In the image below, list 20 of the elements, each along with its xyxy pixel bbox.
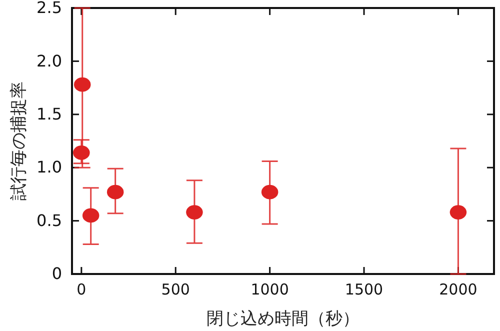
y-tick-label: 0.5 [36, 210, 62, 230]
y-tick-label: 0 [52, 264, 62, 284]
point [82, 208, 100, 223]
x-tick-label: 500 [161, 280, 190, 299]
point [186, 205, 203, 220]
y-tick-label: 1.5 [36, 104, 62, 124]
x-tick-label: 1500 [344, 280, 384, 299]
point [74, 77, 91, 92]
y-axis-title: 試行毎の捕捉率 [9, 82, 29, 200]
y-tick-label: 2.5 [36, 0, 62, 18]
x-axis-title: 閉じ込め時間（秒） [206, 309, 360, 329]
x-tick-label: 1000 [250, 280, 289, 299]
y-tick-label: 2.0 [36, 51, 62, 70]
point [450, 205, 467, 220]
point [73, 146, 90, 160]
x-tick-label: 2000 [439, 280, 478, 299]
y-tick-label: 1.0 [36, 158, 62, 177]
point [106, 184, 124, 200]
x-tick-label: 0 [76, 280, 86, 299]
point [261, 184, 278, 200]
